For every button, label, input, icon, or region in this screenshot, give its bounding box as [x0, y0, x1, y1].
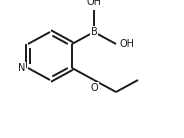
- Text: O: O: [90, 83, 98, 93]
- Text: N: N: [18, 63, 25, 73]
- Text: B: B: [91, 27, 97, 37]
- Text: OH: OH: [119, 39, 134, 49]
- Text: OH: OH: [86, 0, 102, 7]
